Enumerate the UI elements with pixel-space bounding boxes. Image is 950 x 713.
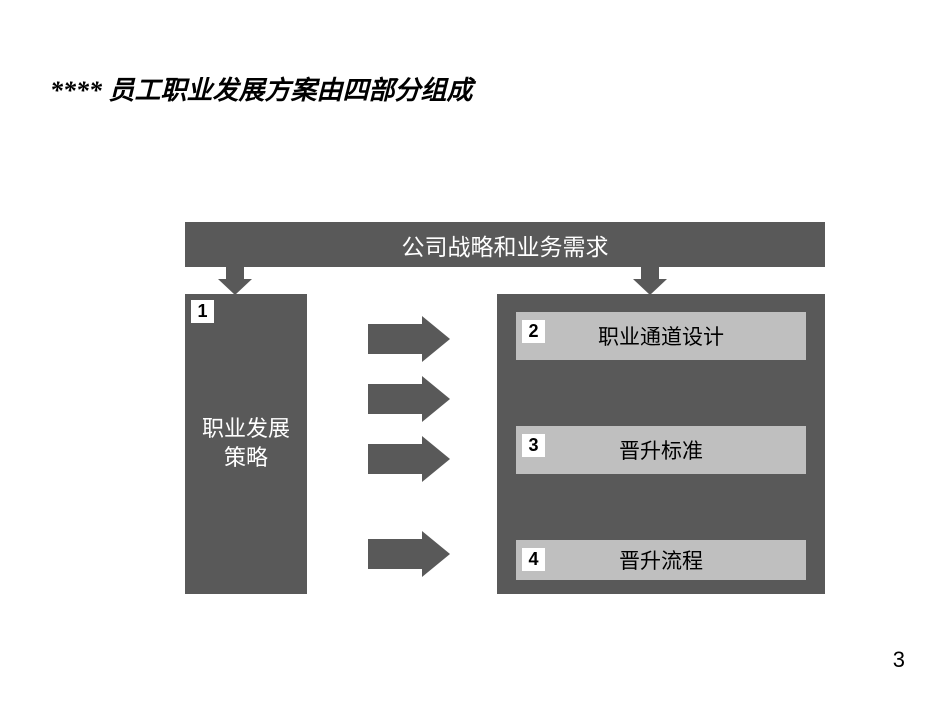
badge-4: 4 [522, 548, 545, 571]
left-box: 职业发展 策略 [185, 294, 307, 594]
page-number: 3 [893, 647, 905, 673]
badge-3: 3 [522, 434, 545, 457]
page-title: **** 员工职业发展方案由四部分组成 [50, 70, 473, 107]
header-bar: 公司战略和业务需求 [185, 222, 825, 267]
right-item-3-label: 晋升流程 [619, 545, 703, 575]
badge-1: 1 [191, 300, 214, 323]
right-item-2-label: 晋升标准 [619, 435, 703, 465]
left-box-label: 职业发展 策略 [202, 415, 290, 472]
right-arrow-4-icon [368, 530, 453, 578]
right-item-2: 3 晋升标准 [516, 426, 806, 474]
down-arrow-left-icon [215, 267, 255, 297]
right-arrow-2-icon [368, 375, 453, 423]
badge-2: 2 [522, 320, 545, 343]
right-arrow-3-icon [368, 435, 453, 483]
right-item-1: 2 职业通道设计 [516, 312, 806, 360]
right-arrow-1-icon [368, 315, 453, 363]
right-item-3: 4 晋升流程 [516, 540, 806, 580]
down-arrow-right-icon [630, 267, 670, 297]
right-item-1-label: 职业通道设计 [598, 321, 724, 351]
